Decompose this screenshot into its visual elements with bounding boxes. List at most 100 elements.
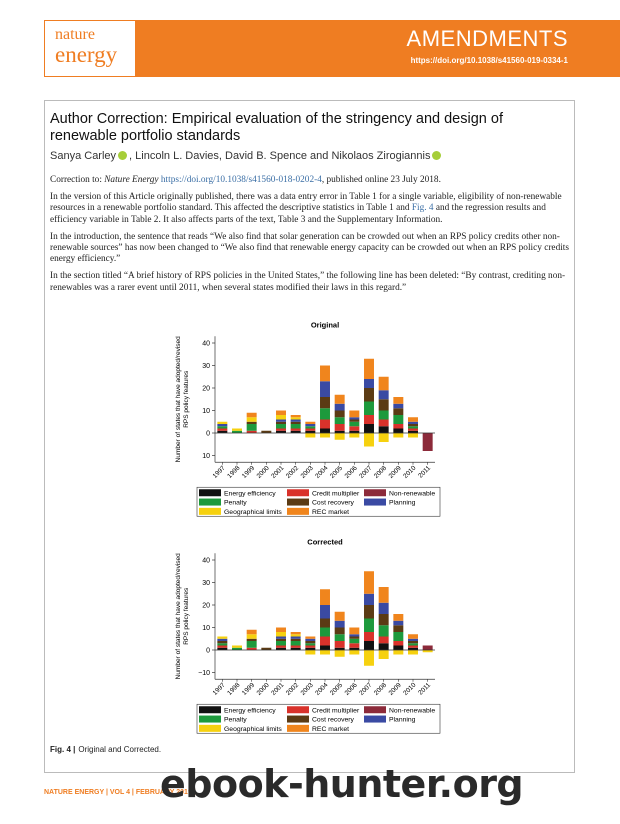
- bar-segment: [364, 618, 374, 632]
- bar-segment: [305, 421, 316, 424]
- legend-swatch: [199, 507, 221, 515]
- published: , published online 23 July 2018.: [321, 175, 441, 185]
- bar-segment: [276, 641, 286, 646]
- bar-segment: [349, 430, 360, 433]
- bar-segment: [349, 421, 360, 427]
- bar-segment: [349, 410, 360, 418]
- bar-segment: [349, 433, 360, 438]
- bar-segment: [246, 647, 257, 650]
- bar-segment: [290, 645, 301, 648]
- y-tick-label: 40: [202, 558, 210, 565]
- legend-swatch: [364, 498, 386, 506]
- x-tick-label: 2004: [314, 464, 329, 479]
- y-tick-label: 30: [202, 580, 210, 587]
- bar-segment: [408, 634, 418, 639]
- legend-swatch: [199, 706, 221, 714]
- bar-segment: [378, 399, 389, 411]
- y-tick-label: 40: [202, 341, 210, 348]
- bar-segment: [334, 634, 345, 641]
- journal-logo: nature energy: [44, 20, 136, 77]
- bar-segment: [393, 433, 404, 438]
- x-tick-label: 2001: [270, 681, 285, 696]
- legend-label: Planning: [389, 500, 416, 507]
- bar-segment: [320, 636, 330, 646]
- bar-segment: [349, 426, 360, 431]
- bar-segment: [334, 410, 345, 418]
- bar-segment: [378, 614, 389, 626]
- y-tick-label: 10: [202, 625, 210, 632]
- bar-segment: [232, 428, 242, 431]
- x-tick-label: 2000: [256, 464, 271, 479]
- x-tick-label: 1999: [241, 681, 256, 696]
- bar-segment: [408, 428, 418, 431]
- bar-segment: [276, 415, 286, 420]
- bar-segment: [364, 632, 374, 641]
- bar-segment: [378, 390, 389, 400]
- doi-link[interactable]: https://doi.org/10.1038/s41560-018-0202-…: [160, 175, 322, 185]
- authors: Sanya Carley , Lincoln L. Davies, David B…: [50, 150, 443, 162]
- bar-segment: [334, 627, 345, 635]
- bar-segment: [378, 419, 389, 427]
- correction-line: Correction to: Nature Energy https://doi…: [50, 175, 572, 186]
- orcid-icon[interactable]: [118, 151, 128, 160]
- x-tick-label: 2008: [373, 464, 388, 479]
- bar-segment: [305, 636, 316, 639]
- bar-segment: [364, 388, 374, 402]
- bar-segment: [290, 428, 301, 431]
- bar-segment: [320, 627, 330, 637]
- bar-segment: [217, 645, 228, 648]
- bar-segment: [378, 410, 389, 420]
- bar-segment: [276, 410, 286, 415]
- bar-segment: [320, 365, 330, 382]
- bar-segment: [422, 650, 433, 653]
- x-tick-label: 2002: [285, 681, 300, 696]
- bar-segment: [393, 620, 404, 626]
- bar-segment: [378, 587, 389, 603]
- header-doi[interactable]: https://doi.org/10.1038/s41560-019-0334-…: [410, 56, 568, 65]
- bar-segment: [349, 647, 360, 650]
- section-title: AMENDMENTS: [406, 26, 568, 51]
- bar-segment: [349, 419, 360, 422]
- bar-segment: [290, 632, 301, 635]
- legend-label: Geographical limits: [224, 726, 282, 733]
- body-text: Correction to: Nature Energy https://doi…: [50, 175, 572, 300]
- bar-segment: [276, 419, 286, 422]
- bar-segment: [349, 643, 360, 648]
- legend-swatch: [199, 489, 221, 497]
- legend-label: REC market: [312, 509, 349, 516]
- article-box: [44, 100, 575, 773]
- bar-segment: [393, 424, 404, 429]
- x-tick-label: 2011: [417, 464, 432, 479]
- figure-caption: Fig. 4 | Original and Corrected.: [50, 745, 161, 754]
- bar-segment: [408, 430, 418, 433]
- bar-segment: [408, 645, 418, 648]
- x-tick-label: 2006: [344, 681, 359, 696]
- legend-swatch: [199, 498, 221, 506]
- authors-rest: , Lincoln L. Davies, David B. Spence and…: [129, 150, 431, 162]
- bar-segment: [334, 394, 345, 404]
- bar-segment: [305, 645, 316, 648]
- bar-segment: [408, 638, 418, 641]
- x-tick-label: 1997: [212, 464, 227, 479]
- bar-segment: [290, 421, 301, 424]
- bar-segment: [276, 647, 286, 650]
- bar-segment: [232, 430, 242, 433]
- bar-segment: [217, 421, 228, 424]
- bar-segment: [364, 358, 374, 379]
- fig-link[interactable]: Fig. 4: [411, 203, 434, 214]
- bar-segment: [422, 433, 433, 451]
- bar-segment: [290, 641, 301, 646]
- bar-segment: [408, 650, 418, 655]
- orcid-icon[interactable]: [432, 151, 442, 160]
- legend-swatch: [287, 507, 309, 515]
- legend-box: [196, 703, 441, 734]
- bar-segment: [217, 636, 228, 639]
- bar-segment: [408, 647, 418, 650]
- bar-segment: [276, 636, 286, 639]
- bar-segment: [217, 430, 228, 433]
- bar-segment: [334, 430, 345, 433]
- bar-segment: [305, 647, 316, 650]
- bar-segment: [320, 408, 330, 420]
- bar-segment: [393, 415, 404, 424]
- bar-segment: [334, 417, 345, 424]
